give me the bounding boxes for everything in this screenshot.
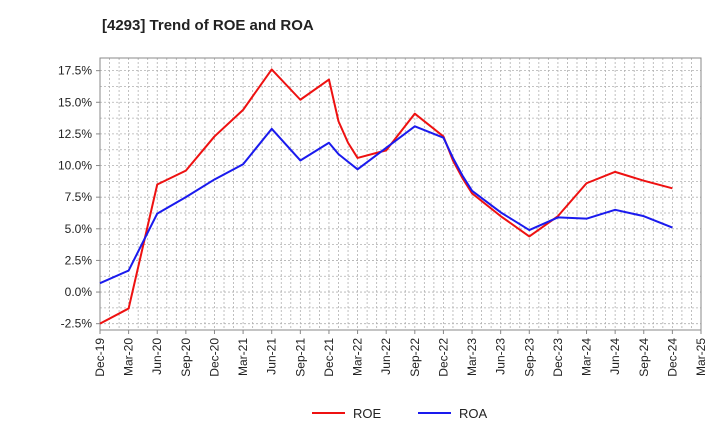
data-point-roe (99, 323, 101, 325)
x-tick-label: Sep-21 (293, 338, 307, 377)
x-tick-label: Sep-20 (179, 338, 193, 377)
data-point-roa (328, 142, 330, 144)
data-point-roe (471, 192, 473, 194)
data-point-roa (385, 147, 387, 149)
data-point-roa (500, 211, 502, 213)
data-point-roa (671, 227, 673, 229)
data-point-roe (156, 184, 158, 186)
x-tick-label: Mar-22 (351, 338, 365, 376)
data-point-roe (414, 113, 416, 115)
data-point-roa (213, 178, 215, 180)
data-point-roa (442, 137, 444, 139)
y-tick-label: 2.5% (65, 253, 93, 267)
series-lines (99, 68, 673, 325)
data-point-roa (557, 216, 559, 218)
data-point-roe (586, 182, 588, 184)
x-tick-label: Jun-21 (265, 338, 279, 375)
data-point-roe (643, 180, 645, 182)
data-point-roe (213, 135, 215, 137)
legend-label-roe: ROE (353, 406, 382, 421)
data-point-roa (337, 153, 339, 155)
data-point-roe (271, 68, 273, 70)
x-tick-label: Dec-23 (551, 338, 565, 377)
data-point-roe (671, 187, 673, 189)
legend: ROE ROA (312, 406, 488, 421)
y-tick-label: 12.5% (58, 127, 92, 141)
data-point-roe (528, 235, 530, 237)
x-tick-label: Dec-19 (93, 338, 107, 377)
data-point-roa (614, 209, 616, 211)
data-point-roa (452, 157, 454, 159)
plot-frame (99, 57, 702, 331)
y-tick-label: 5.0% (65, 222, 93, 236)
x-tick-label: Sep-23 (522, 338, 536, 377)
data-point-roe (500, 215, 502, 217)
data-point-roe (128, 307, 130, 309)
y-tick-label: -2.5% (61, 317, 93, 331)
x-tick-label: Dec-24 (665, 338, 679, 377)
data-point-roa (414, 125, 416, 127)
data-point-roa (242, 163, 244, 165)
x-tick-label: Jun-23 (494, 338, 508, 375)
data-point-roe (357, 157, 359, 159)
x-tick-label: Mar-24 (580, 338, 594, 376)
x-tick-label: Dec-20 (207, 338, 221, 377)
data-point-roa (586, 218, 588, 220)
data-point-roa (643, 215, 645, 217)
data-point-roa (528, 229, 530, 231)
x-tick-label: Sep-22 (408, 338, 422, 377)
x-tick-label: Dec-22 (436, 338, 450, 377)
data-point-roa (128, 270, 130, 272)
x-tick-label: Mar-23 (465, 338, 479, 376)
x-tick-label: Mar-25 (694, 338, 708, 376)
x-tick-label: Dec-21 (322, 338, 336, 377)
data-point-roa (156, 213, 158, 215)
data-point-roe (385, 149, 387, 151)
data-point-roa (185, 196, 187, 198)
y-axis-ticks: -2.5% 0.0% 2.5% 5.0% 7.5% 10.0% 12.5% 15.0% 17.5… (58, 64, 100, 331)
legend-label-roa: ROA (459, 406, 488, 421)
y-tick-label: 15.0% (58, 95, 92, 109)
data-point-roa (99, 282, 101, 284)
chart-title: [4293] Trend of ROE and ROA (102, 17, 314, 34)
x-tick-label: Jun-24 (608, 338, 622, 375)
x-tick-label: Jun-20 (150, 338, 164, 375)
data-point-roe (185, 170, 187, 172)
y-tick-label: 17.5% (58, 64, 92, 78)
data-point-roa (299, 159, 301, 161)
data-point-roe (337, 120, 339, 122)
series-line-roa (99, 125, 673, 285)
data-point-roa (357, 168, 359, 170)
data-point-roa (271, 128, 273, 130)
x-tick-label: Jun-22 (379, 338, 393, 375)
data-point-roa (347, 161, 349, 163)
data-point-roe (242, 109, 244, 111)
y-tick-label: 0.0% (65, 285, 93, 299)
data-point-roe (347, 142, 349, 144)
data-point-roa (462, 175, 464, 177)
x-tick-label: Mar-20 (122, 338, 136, 376)
data-point-roa (471, 190, 473, 192)
data-point-roe (328, 79, 330, 81)
data-point-roe (614, 171, 616, 173)
series-line-roe (99, 68, 673, 325)
x-axis-ticks: Dec-19 Mar-20 Jun-20 Sep-20 Dec-20 Mar-21 Jun-… (93, 330, 708, 377)
gridlines (99, 58, 702, 330)
x-tick-label: Mar-21 (236, 338, 250, 376)
data-point-roe (299, 99, 301, 101)
y-tick-label: 7.5% (65, 190, 93, 204)
x-tick-label: Sep-24 (637, 338, 651, 377)
y-tick-label: 10.0% (58, 159, 92, 173)
